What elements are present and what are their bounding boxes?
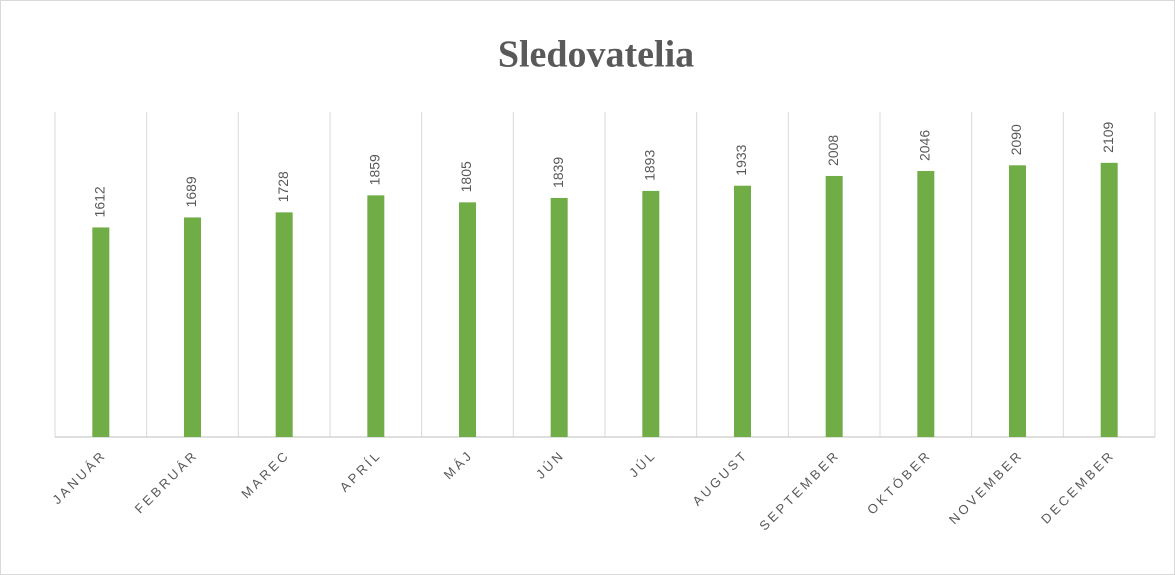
value-label: 2109 — [1100, 121, 1116, 152]
chart-title: Sledovatelia — [498, 34, 694, 76]
value-label: 1893 — [642, 150, 658, 181]
bar — [184, 217, 201, 437]
value-label: 2046 — [917, 130, 933, 161]
value-label: 2090 — [1008, 124, 1024, 155]
bar — [917, 171, 935, 437]
bar — [1100, 162, 1118, 437]
bar — [459, 202, 476, 437]
value-label: 1839 — [550, 157, 566, 188]
bar — [1009, 165, 1026, 438]
value-label: 1933 — [733, 144, 749, 175]
value-label: 1859 — [367, 154, 383, 185]
value-label: 1612 — [92, 186, 108, 217]
value-label: 1805 — [458, 161, 474, 192]
value-label: 2008 — [825, 135, 841, 166]
bar — [734, 185, 751, 437]
value-label: 1728 — [275, 171, 291, 202]
bar — [275, 212, 293, 437]
bar — [642, 190, 660, 437]
value-label: 1689 — [183, 176, 199, 207]
bar — [825, 175, 843, 437]
bar — [550, 197, 568, 437]
bar — [92, 227, 110, 437]
bar — [367, 195, 385, 437]
